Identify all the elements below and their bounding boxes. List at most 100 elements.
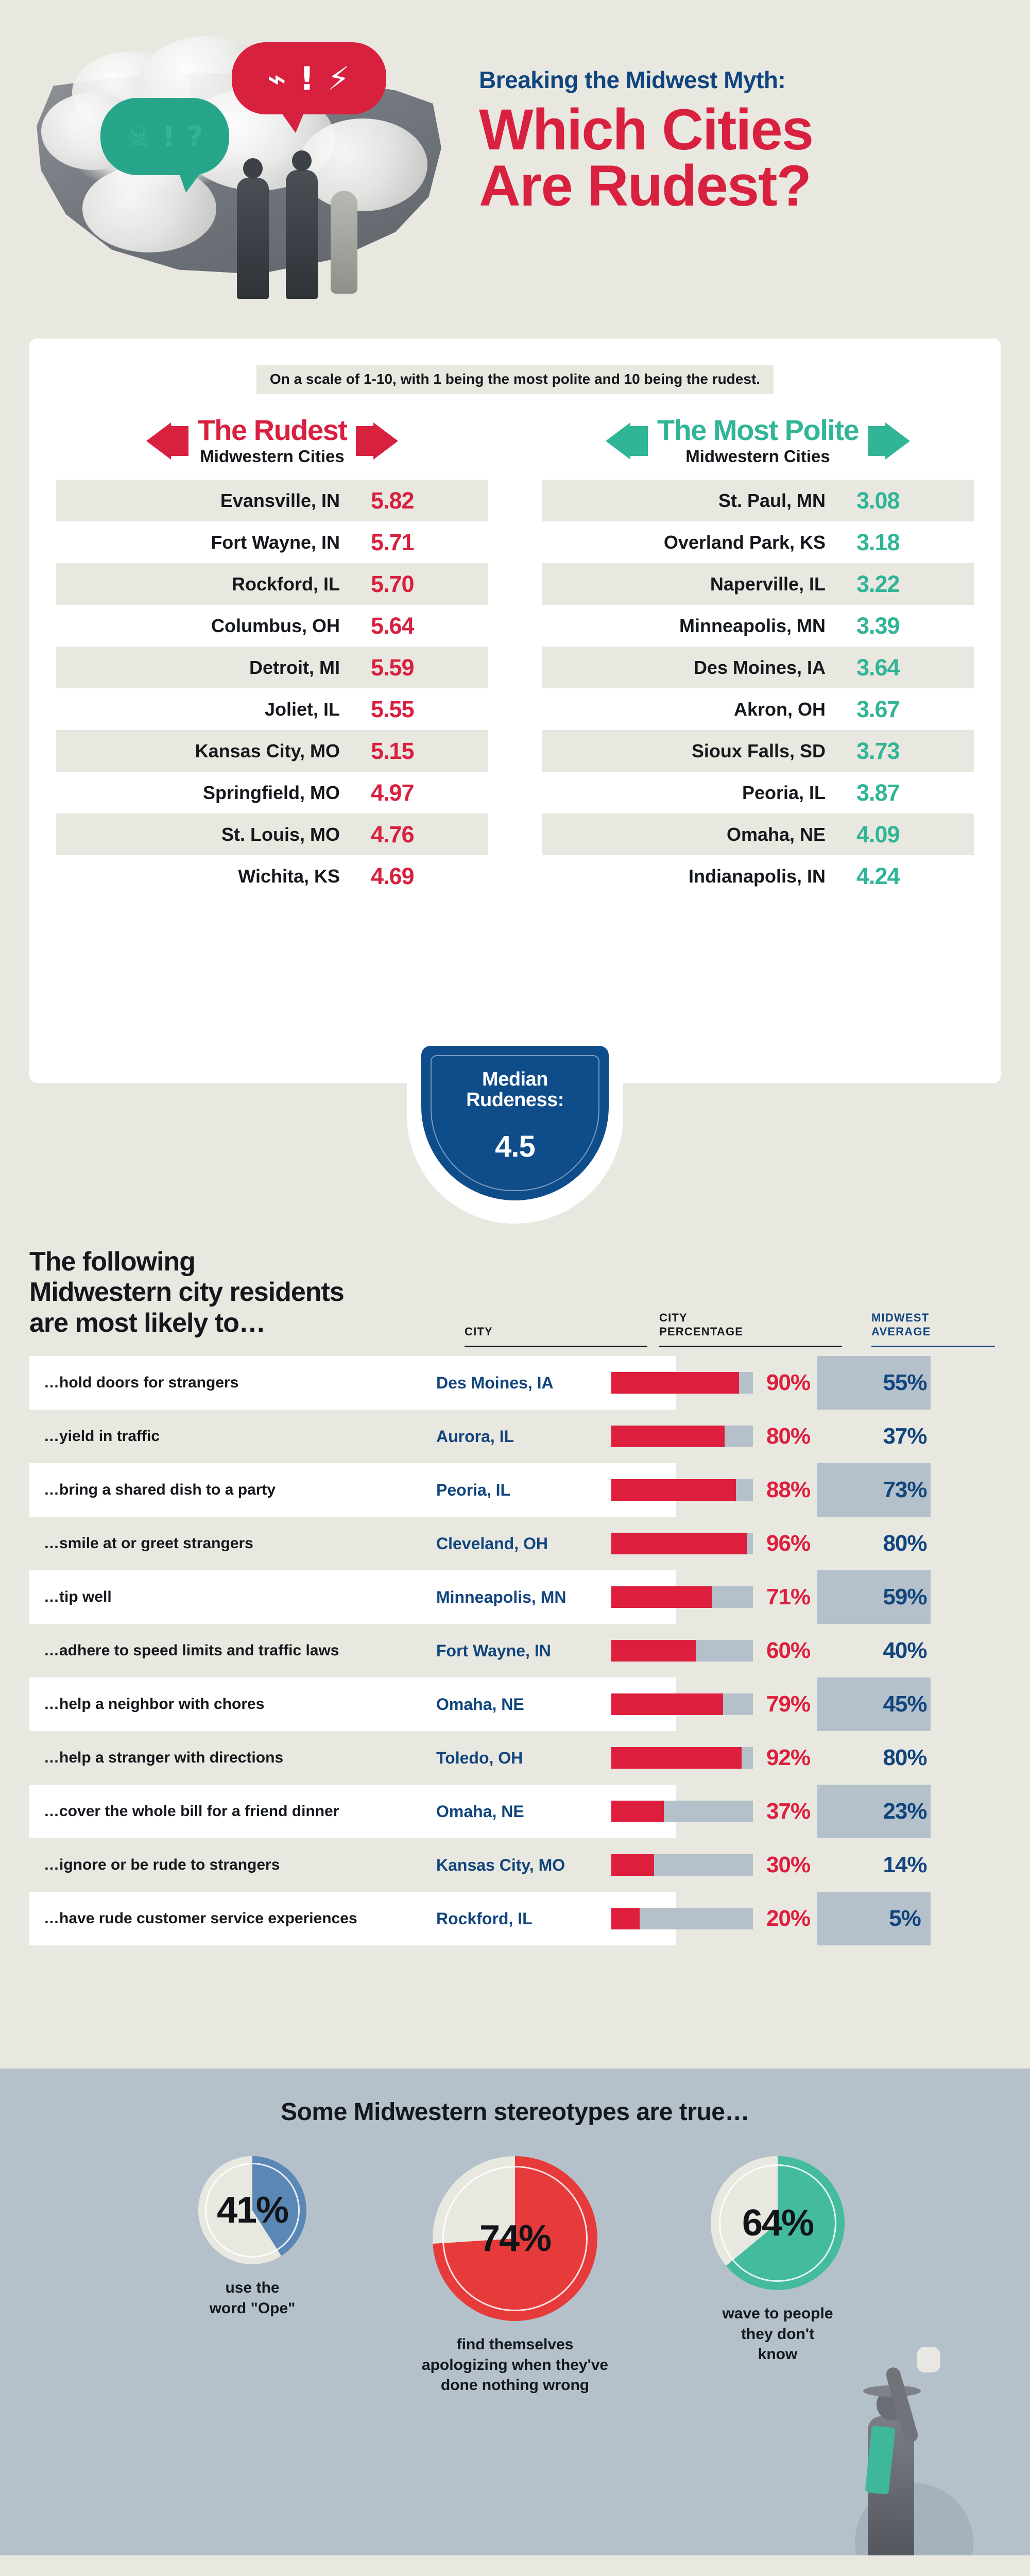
pie-caption-line: apologizing when they've	[421, 2356, 609, 2374]
row-background	[29, 1463, 676, 1517]
stereotype-block: 41% use the word "Ope"	[139, 2156, 366, 2318]
badge-label-line2: Rudeness:	[466, 1089, 564, 1111]
table-row: …bring a shared dish to a party Peoria, I…	[29, 1463, 1001, 1517]
percentage-bar-fill	[611, 1640, 696, 1662]
city-percentage-value: 79%	[766, 1691, 811, 1717]
section2-heading-line3: are most likely to…	[29, 1308, 266, 1338]
pie-caption: wave to people they don't know	[664, 2303, 891, 2365]
arrow-left-icon	[605, 422, 630, 460]
city-row: St. Louis, MO 4.76	[56, 814, 488, 855]
city-name: Kansas City, MO	[436, 1855, 565, 1874]
city-percentage-value: 80%	[766, 1423, 811, 1449]
table-column-headers: CITY CITY PERCENTAGE MIDWEST AVERAGE	[453, 1285, 999, 1347]
stereotype-pies: 41% use the word "Ope" 74% find themselves ap…	[0, 2156, 1030, 2396]
page-title-line1: Which Cities	[479, 97, 814, 162]
city-percentage-value: 60%	[766, 1638, 811, 1663]
col-header-pct-line2: PERCENTAGE	[659, 1325, 744, 1338]
activity-label: …bring a shared dish to a party	[44, 1481, 276, 1498]
city-name: Cleveland, OH	[436, 1534, 548, 1553]
rudest-banner: The Rudest Midwestern Cities	[56, 416, 488, 466]
row-background	[29, 1892, 676, 1945]
city-name: Fort Wayne, IN	[211, 531, 340, 553]
city-name: Peoria, IL	[742, 782, 826, 803]
col-header-midwest-average: MIDWEST AVERAGE	[871, 1311, 931, 1339]
city-row: Omaha, NE 4.09	[542, 814, 974, 855]
city-name: Naperville, IL	[710, 573, 826, 595]
city-name: Rockford, IL	[436, 1909, 533, 1928]
city-name: Springfield, MO	[203, 782, 340, 803]
avg-cell-background	[817, 1892, 931, 1945]
corn-stalk-icon	[331, 191, 357, 294]
arrow-right-icon	[885, 422, 911, 460]
row-background	[29, 1356, 676, 1410]
col-header-pct-line1: CITY	[659, 1311, 688, 1325]
city-rankings-panel: On a scale of 1-10, with 1 being the mos…	[29, 338, 1001, 1083]
polite-column: The Most Polite Midwestern Cities St. Pa…	[515, 416, 1001, 897]
city-row: Peoria, IL 3.87	[542, 772, 974, 814]
city-name: Wichita, KS	[238, 865, 340, 887]
city-name: St. Louis, MO	[221, 823, 340, 845]
city-row: St. Paul, MN 3.08	[542, 480, 974, 521]
city-score: 3.18	[856, 529, 900, 555]
pie-percentage-label: 64%	[742, 2202, 814, 2244]
city-score: 3.87	[856, 779, 900, 806]
pie-caption-line: know	[758, 2346, 798, 2363]
arrow-tail-right	[868, 426, 887, 456]
percentage-bar-track	[611, 1586, 753, 1608]
city-name: Omaha, NE	[726, 823, 826, 845]
city-name: Joliet, IL	[264, 698, 340, 720]
city-name: Des Moines, IA	[693, 656, 826, 678]
pie-chart: 41%	[198, 2156, 306, 2264]
city-name: Des Moines, IA	[436, 1373, 554, 1392]
city-percentage-value: 37%	[766, 1799, 811, 1824]
city-name: Kansas City, MO	[195, 740, 340, 761]
pie-chart: 64%	[711, 2156, 845, 2290]
two-people-illustration	[216, 150, 376, 299]
pie-caption-line: wave to people	[722, 2305, 833, 2322]
city-percentage-value: 88%	[766, 1477, 811, 1502]
table-row: …hold doors for strangers Des Moines, IA 9…	[29, 1356, 1001, 1410]
city-score: 4.24	[856, 862, 900, 889]
city-name: Toledo, OH	[436, 1748, 523, 1767]
hero-illustration: ⌁ ! ⚡ ☠ ! ?	[10, 15, 453, 299]
city-row: Kansas City, MO 5.15	[56, 730, 488, 772]
person-head	[292, 150, 312, 171]
pie-caption: find themselves apologizing when they've d…	[402, 2334, 628, 2396]
city-name: Indianapolis, IN	[688, 865, 826, 887]
title-block: Breaking the Midwest Myth: Which Cities …	[479, 67, 1009, 215]
polite-banner-subtitle: Midwestern Cities	[685, 447, 830, 466]
behavior-table: …hold doors for strangers Des Moines, IA 9…	[29, 1356, 1001, 1945]
city-score: 5.71	[371, 529, 415, 555]
city-name: Evansville, IN	[220, 489, 340, 511]
percentage-bar-track	[611, 1801, 753, 1822]
row-background	[29, 1785, 676, 1838]
city-score: 5.55	[371, 696, 415, 722]
cloud-icon	[299, 118, 427, 211]
midwest-average-value: 5%	[889, 1906, 921, 1931]
person-figure	[286, 150, 318, 299]
midwest-average-value: 37%	[883, 1423, 927, 1449]
table-row: …tip well Minneapolis, MN 71% 59%	[29, 1570, 1001, 1624]
waving-hand-icon	[917, 2347, 940, 2372]
midwest-average-value: 73%	[883, 1477, 927, 1502]
col-header-city: CITY	[465, 1325, 493, 1338]
section2-heading-line2: Midwestern city residents	[29, 1277, 345, 1308]
city-row: Sioux Falls, SD 3.73	[542, 730, 974, 772]
arrow-left-icon	[146, 422, 171, 460]
red-speech-bubble-icon: ⌁ ! ⚡	[232, 42, 386, 133]
badge-value: 4.5	[495, 1130, 536, 1163]
city-row: Springfield, MO 4.97	[56, 772, 488, 814]
city-name: Minneapolis, MN	[679, 615, 826, 636]
stereotypes-title: Some Midwestern stereotypes are true…	[281, 2098, 749, 2126]
city-score: 5.70	[371, 570, 415, 597]
city-score: 5.82	[371, 487, 415, 514]
pie-chart: 74%	[433, 2156, 597, 2321]
city-name: Fort Wayne, IN	[436, 1641, 551, 1660]
badge-label-line1: Median	[482, 1069, 548, 1090]
city-percentage-value: 92%	[766, 1745, 811, 1770]
percentage-bar-track	[611, 1426, 753, 1447]
city-name: Columbus, OH	[211, 615, 340, 636]
city-name: Rockford, IL	[231, 573, 340, 595]
pie-caption-line: they don't	[741, 2325, 815, 2343]
